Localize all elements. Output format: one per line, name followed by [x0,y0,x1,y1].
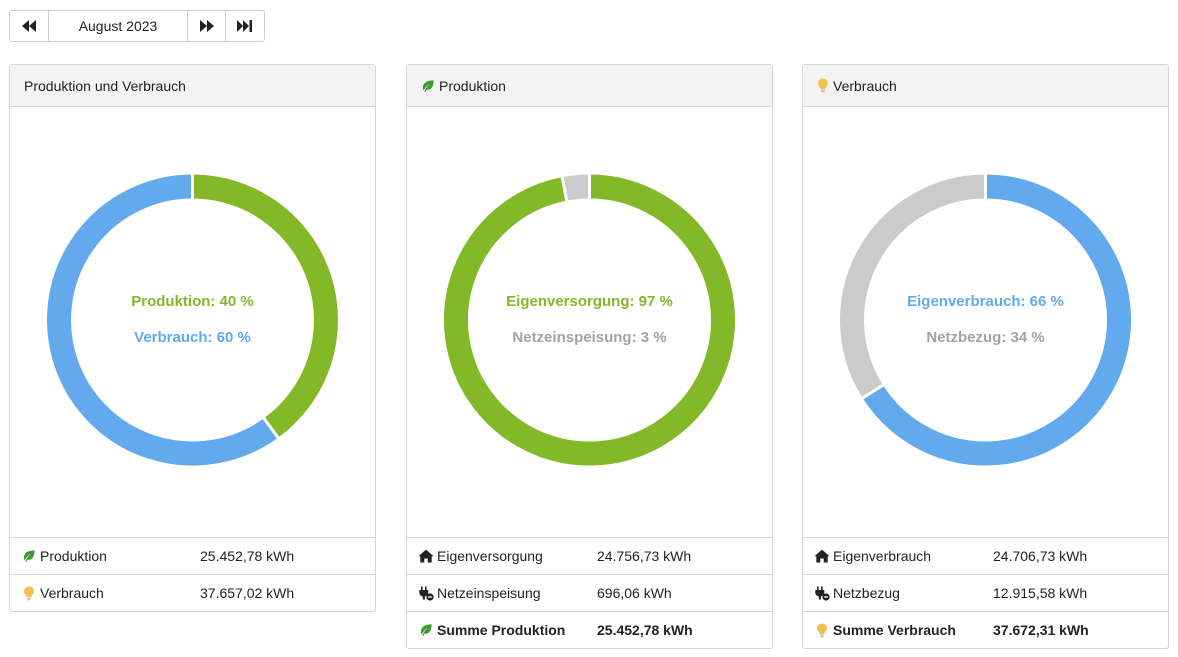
card-consumption: Verbrauch Eigenverbrauch: 66 % Netzbezug… [802,64,1169,649]
row-value: 24.706,73 kWh [993,548,1088,564]
row-label: Eigenverbrauch [833,548,932,564]
plug-icon [415,586,437,601]
row-label: Summe Verbrauch [833,622,956,638]
rewind-icon [22,20,36,32]
plug-icon [811,586,833,601]
last-month-button[interactable] [225,11,263,41]
donut-svg [441,171,738,469]
row-label: Netzeinspeisung [437,585,541,601]
donut-slice-netzbezug [837,171,987,401]
row-label: Verbrauch [40,585,104,601]
center-label-0: Produktion: 40 % [131,293,254,310]
leaf-icon [415,623,437,637]
row-value: 696,06 kWh [597,585,672,601]
card-production-and-consumption: Produktion und Verbrauch Produktion: 40 … [9,64,376,612]
card-production: Produktion Eigenversorgung: 97 % Netzein… [406,64,773,649]
donut-svg [837,171,1134,469]
center-label-0: Eigenversorgung: 97 % [506,293,673,310]
next-month-button[interactable] [187,11,225,41]
bulb-icon [817,78,829,93]
donut-slice-netzeinspeisung [560,171,591,204]
card-header: Produktion und Verbrauch [10,65,375,107]
table-row: Netzeinspeisung 696,06 kWh [407,575,772,612]
card-header: Verbrauch [803,65,1168,107]
card-title: Produktion und Verbrauch [24,77,186,94]
card-title: Verbrauch [833,77,897,94]
home-icon [811,549,833,563]
row-value: 25.452,78 kWh [597,622,693,638]
center-label-1: Netzeinspeisung: 3 % [512,329,667,346]
table-row: Verbrauch 37.657,02 kWh [10,575,375,611]
table-row-total: Summe Verbrauch 37.672,31 kWh [803,612,1168,648]
row-label: Netzbezug [833,585,900,601]
table-row: Eigenverbrauch 24.706,73 kWh [803,538,1168,575]
donut-slice-eigenversorgung [441,171,738,469]
row-value: 12.915,58 kWh [993,585,1088,601]
row-label: Eigenversorgung [437,548,543,564]
donut-chart: Eigenverbrauch: 66 % Netzbezug: 34 % [803,107,1168,538]
table-row: Produktion 25.452,78 kWh [10,538,375,575]
donut-svg [44,171,341,469]
table-row: Netzbezug 12.915,58 kWh [803,575,1168,612]
month-navigator: August 2023 [9,10,265,42]
row-value: 37.672,31 kWh [993,622,1089,638]
leaf-icon [421,79,435,93]
fast-forward-icon [199,20,214,32]
row-value: 24.756,73 kWh [597,548,692,564]
donut-slice-verbrauch [44,171,281,469]
skip-to-end-icon [237,20,252,32]
card-header: Produktion [407,65,772,107]
row-value: 37.657,02 kWh [200,585,295,601]
center-label-0: Eigenverbrauch: 66 % [907,293,1064,310]
donut-chart: Eigenversorgung: 97 % Netzeinspeisung: 3… [407,107,772,538]
table-row: Eigenversorgung 24.756,73 kWh [407,538,772,575]
row-label: Summe Produktion [437,622,566,638]
bulb-icon [18,586,40,601]
donut-slice-eigenverbrauch [859,171,1134,469]
donut-chart: Produktion: 40 % Verbrauch: 60 % [10,107,375,538]
center-label-1: Verbrauch: 60 % [134,329,251,346]
leaf-icon [18,549,40,563]
row-value: 25.452,78 kWh [200,548,295,564]
center-label-1: Netzbezug: 34 % [926,329,1045,346]
home-icon [415,549,437,563]
table-row-total: Summe Produktion 25.452,78 kWh [407,612,772,648]
current-month-label: August 2023 [48,11,187,41]
card-title: Produktion [439,77,506,94]
row-label: Produktion [40,548,107,564]
previous-month-button[interactable] [10,11,48,41]
bulb-icon [811,623,833,638]
